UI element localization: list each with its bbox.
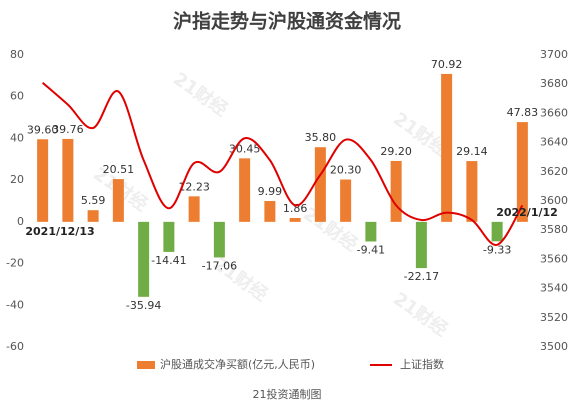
watermark: 21财经 [299, 203, 362, 256]
bar [37, 139, 49, 222]
data-label: -17.06 [202, 259, 237, 272]
y2-tick-label: 3560 [540, 252, 568, 265]
y-tick-label: -60 [6, 340, 24, 353]
data-label: 12.23 [178, 180, 210, 193]
data-label: 39.76 [52, 123, 84, 136]
y2-tick-label: 3600 [540, 194, 568, 207]
bar [264, 201, 276, 222]
y-tick-label: 40 [10, 131, 24, 144]
y-tick-label: -20 [6, 257, 24, 270]
legend-label: 沪股通成交净买额(亿元,人民币) [160, 357, 315, 371]
bar [112, 179, 124, 222]
chart-title: 沪指走势与沪股通资金情况 [173, 10, 401, 33]
bar [491, 221, 503, 242]
watermark: 21财经 [169, 68, 232, 121]
y2-tick-label: 3640 [540, 136, 568, 149]
data-label: 29.14 [456, 145, 488, 158]
bar [441, 73, 453, 222]
annotation: 2021/12/13 [25, 225, 94, 238]
y2-tick-label: 3700 [540, 48, 568, 61]
data-label: 5.59 [81, 194, 106, 207]
bar [289, 217, 301, 222]
data-label: 9.99 [258, 185, 283, 198]
watermark: 21财经 [389, 288, 452, 341]
data-label: 30.45 [229, 142, 261, 155]
bar [415, 221, 427, 269]
data-label: 35.80 [305, 131, 337, 144]
y2-tick-label: 3660 [540, 106, 568, 119]
data-label: 70.92 [431, 58, 463, 71]
bar [340, 179, 352, 222]
y-tick-label: 20 [10, 173, 24, 186]
y2-tick-label: 3680 [540, 77, 568, 90]
bar [390, 160, 402, 222]
annotation: 2022/1/12 [496, 206, 558, 219]
y-tick-label: -40 [6, 298, 24, 311]
data-label: 47.83 [507, 106, 539, 119]
data-label: 20.51 [103, 163, 135, 176]
y2-tick-label: 3540 [540, 282, 568, 295]
data-label: 39.60 [27, 123, 59, 136]
y-tick-label: 80 [10, 48, 24, 61]
y2-tick-label: 3520 [540, 311, 568, 324]
bar [239, 158, 251, 222]
footer: 21投资通制图 [253, 387, 322, 401]
data-label: -9.41 [357, 243, 385, 256]
y2-tick-label: 3500 [540, 340, 568, 353]
bar [163, 221, 175, 252]
bar [516, 122, 528, 222]
bar [62, 138, 74, 222]
data-label: -14.41 [151, 254, 186, 267]
bar [213, 221, 225, 258]
data-label: 29.20 [380, 145, 412, 158]
y2-tick-label: 3620 [540, 165, 568, 178]
bar [87, 210, 99, 222]
data-label: 20.30 [330, 164, 362, 177]
bar [365, 221, 377, 242]
data-label: -35.94 [126, 299, 161, 312]
y2-tick-label: 3580 [540, 223, 568, 236]
bar [314, 147, 326, 222]
data-label: -22.17 [404, 270, 439, 283]
y-tick-label: 60 [10, 90, 24, 103]
bar [188, 196, 200, 222]
bar [466, 161, 478, 222]
data-label: -9.33 [483, 243, 511, 256]
line [41, 81, 524, 246]
legend-label: 上证指数 [400, 357, 444, 371]
legend-swatch [137, 361, 155, 369]
bar [138, 221, 150, 297]
y-tick-label: 0 [17, 215, 24, 228]
data-label: 1.86 [283, 202, 308, 215]
